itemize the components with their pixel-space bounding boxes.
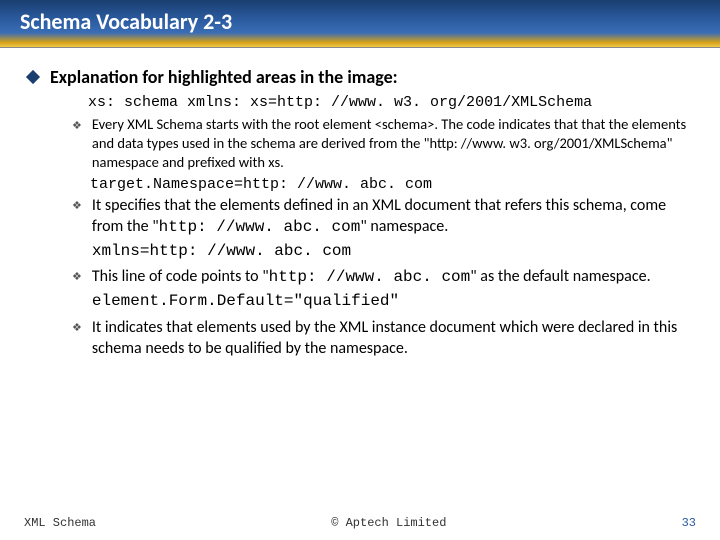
paragraph-2: It specifies that the elements defined i… bbox=[92, 195, 692, 263]
sub-bullet-2: ❖ It specifies that the elements defined… bbox=[72, 195, 692, 263]
code-line-4: element.Form.Default="qualified" bbox=[92, 291, 651, 313]
footer-center: © Aptech Limited bbox=[331, 516, 446, 530]
p3-part-c: " as the default namespace. bbox=[470, 267, 650, 286]
content-area: Explanation for highlighted areas in the… bbox=[0, 48, 720, 360]
main-heading: Explanation for highlighted areas in the… bbox=[50, 66, 398, 88]
sub-bullet-1: ❖ Every XML Schema starts with the root … bbox=[72, 115, 692, 172]
slide-title: Schema Vocabulary 2-3 bbox=[20, 8, 700, 35]
sub-bullet-icon: ❖ bbox=[72, 199, 82, 212]
p2-code: http: //www. abc. com bbox=[159, 218, 361, 236]
code-line-1: xs: schema xmlns: xs=http: //www. w3. or… bbox=[88, 94, 692, 111]
p3-part-a: This line of code points to " bbox=[92, 267, 269, 286]
title-bar: Schema Vocabulary 2-3 bbox=[0, 0, 720, 48]
paragraph-3: This line of code points to "http: //www… bbox=[92, 266, 651, 312]
paragraph-4: It indicates that elements used by the X… bbox=[92, 317, 692, 360]
sub-bullet-icon: ❖ bbox=[72, 321, 82, 334]
footer: XML Schema © Aptech Limited 33 bbox=[0, 516, 720, 530]
slide-number: 33 bbox=[682, 516, 696, 530]
sub-bullet-4: ❖ It indicates that elements used by the… bbox=[72, 317, 692, 360]
p2-part-c: " namespace. bbox=[360, 217, 448, 236]
sub-bullet-3: ❖ This line of code points to "http: //w… bbox=[72, 266, 692, 312]
code-line-2: target.Namespace=http: //www. abc. com bbox=[90, 176, 692, 193]
paragraph-1: Every XML Schema starts with the root el… bbox=[92, 115, 692, 172]
code-line-3: xmlns=http: //www. abc. com bbox=[92, 241, 692, 263]
diamond-bullet-icon bbox=[26, 70, 40, 84]
footer-left: XML Schema bbox=[24, 516, 96, 530]
main-bullet: Explanation for highlighted areas in the… bbox=[28, 66, 692, 88]
sub-bullet-icon: ❖ bbox=[72, 119, 82, 132]
sub-bullet-icon: ❖ bbox=[72, 270, 82, 283]
p3-code: http: //www. abc. com bbox=[269, 268, 471, 286]
